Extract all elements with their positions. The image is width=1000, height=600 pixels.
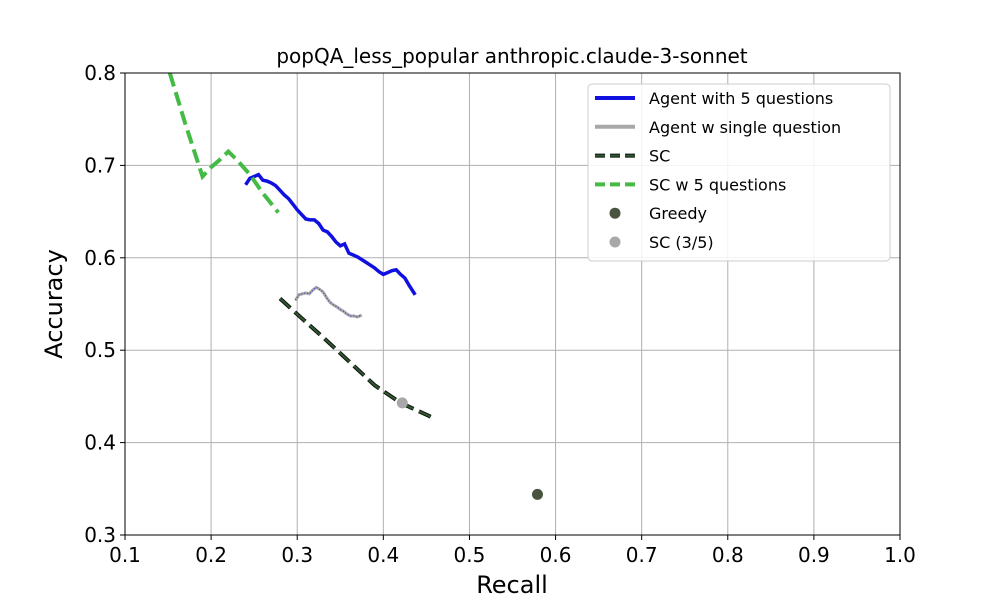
legend-label-greedy: Greedy — [649, 204, 707, 223]
y-axis-title: Accuracy — [40, 249, 68, 359]
y-tick-label: 0.6 — [84, 246, 116, 270]
x-tick-label: 1.0 — [884, 543, 916, 567]
x-tick-label: 0.6 — [540, 543, 572, 567]
x-tick-label: 0.5 — [454, 543, 486, 567]
x-tick-label: 0.9 — [798, 543, 830, 567]
y-tick-label: 0.8 — [84, 61, 116, 85]
series-line-sc-w-5-questions — [167, 72, 280, 214]
x-tick-label: 0.4 — [367, 543, 399, 567]
series-point-sc-3-5 — [396, 397, 408, 409]
y-tick-label: 0.7 — [84, 153, 116, 177]
x-tick-label: 0.3 — [281, 543, 313, 567]
x-tick-label: 0.7 — [626, 543, 658, 567]
legend-swatch-greedy — [609, 207, 621, 219]
y-tick-label: 0.4 — [84, 431, 116, 455]
x-tick-label: 0.2 — [195, 543, 227, 567]
legend-box — [587, 83, 891, 262]
x-tick-label: 0.1 — [109, 543, 141, 567]
plot-series — [167, 72, 543, 500]
x-axis-ticks: 0.1 0.2 0.3 0.4 0.5 0.6 0.7 0.8 0.9 1.0 — [109, 535, 916, 567]
legend-label-agent-w-single-question: Agent w single question — [649, 118, 841, 137]
series-line-agent-with-5-questions — [244, 172, 417, 296]
plot-frame — [124, 72, 901, 536]
series-line-agent-w-single-question — [294, 285, 363, 319]
legend-label-agent-with-5-questions: Agent with 5 questions — [649, 89, 833, 108]
chart-title: popQA_less_popular anthropic.claude-3-so… — [276, 44, 747, 68]
legend-label-sc-w-5-questions: SC w 5 questions — [649, 175, 786, 194]
x-tick-label: 0.8 — [712, 543, 744, 567]
y-tick-label: 0.5 — [84, 338, 116, 362]
series-line-sc — [279, 297, 432, 418]
legend-swatch-sc-3-5 — [609, 236, 621, 248]
y-axis-ticks: 0.3 0.4 0.5 0.6 0.7 0.8 — [84, 61, 125, 547]
legend-label-sc-3-5: SC (3/5) — [649, 233, 714, 252]
y-tick-label: 0.3 — [84, 523, 116, 547]
series-point-greedy — [531, 488, 543, 500]
x-axis-title: Recall — [476, 571, 548, 599]
legend-label-sc: SC — [649, 147, 670, 166]
legend: Agent with 5 questions Agent w single que… — [587, 83, 891, 262]
